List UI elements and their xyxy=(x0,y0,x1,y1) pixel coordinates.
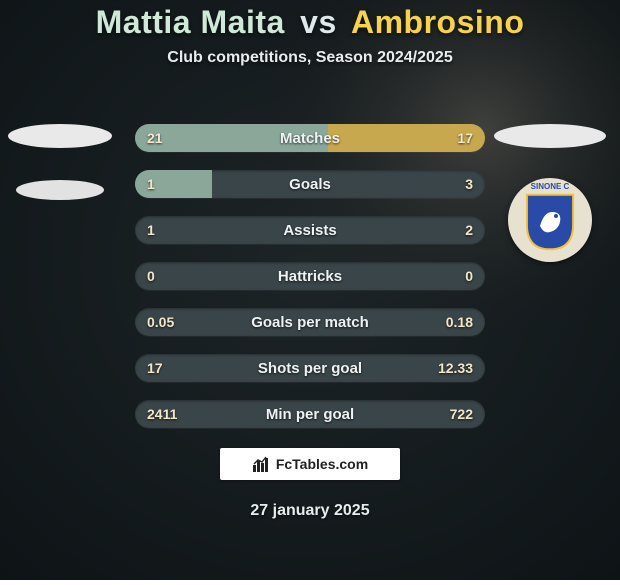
title-player-1: Mattia Maita xyxy=(96,4,285,40)
stat-row: 00Hattricks xyxy=(135,262,485,290)
right-ellipse xyxy=(494,124,606,148)
stat-row: 1712.33Shots per goal xyxy=(135,354,485,382)
stat-row: 2411722Min per goal xyxy=(135,400,485,428)
footer-site-text: FcTables.com xyxy=(276,456,368,472)
comparison-bars: 2117Matches 13Goals 12Assists 00Hattricks 0.… xyxy=(135,124,485,446)
page-title: Mattia Maita vs Ambrosino xyxy=(0,0,620,41)
content: Mattia Maita vs Ambrosino Club competiti… xyxy=(0,0,620,580)
left-ellipse-2 xyxy=(16,180,104,200)
svg-text:SINONE C: SINONE C xyxy=(531,182,570,191)
stat-label: Assists xyxy=(135,216,485,244)
stat-label: Goals xyxy=(135,170,485,198)
subtitle: Club competitions, Season 2024/2025 xyxy=(0,49,620,67)
title-player-2: Ambrosino xyxy=(351,4,524,40)
stat-label: Min per goal xyxy=(135,400,485,428)
stat-row: 2117Matches xyxy=(135,124,485,152)
title-vs: vs xyxy=(300,4,337,40)
stat-row: 12Assists xyxy=(135,216,485,244)
date-text: 27 january 2025 xyxy=(0,502,620,520)
footer-bars-icon xyxy=(252,455,272,473)
stat-label: Hattricks xyxy=(135,262,485,290)
footer-site-box: FcTables.com xyxy=(220,448,400,480)
left-ellipse-1 xyxy=(8,124,112,148)
stat-row: 0.050.18Goals per match xyxy=(135,308,485,336)
stat-label: Goals per match xyxy=(135,308,485,336)
stat-row: 13Goals xyxy=(135,170,485,198)
stat-label: Matches xyxy=(135,124,485,152)
stat-label: Shots per goal xyxy=(135,354,485,382)
club-crest: SINONE C xyxy=(508,178,592,262)
club-crest-svg: SINONE C xyxy=(508,178,592,262)
